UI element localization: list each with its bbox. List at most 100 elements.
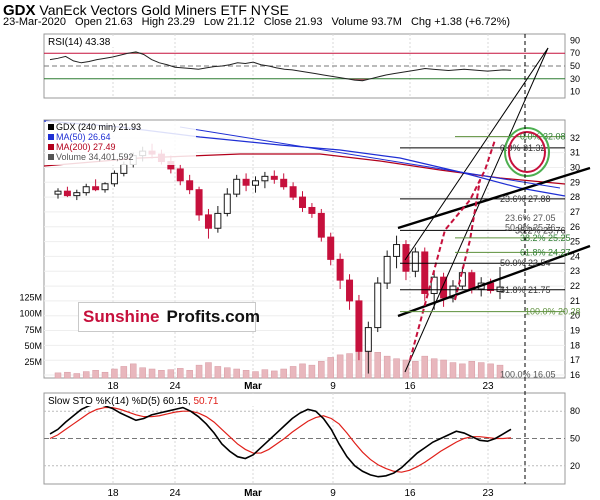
candle-body — [73, 192, 81, 197]
instrument-name: VanEck Vectors Gold Miners ETF — [39, 2, 247, 18]
candle-body — [364, 327, 372, 352]
exchange: NYSE — [250, 2, 289, 18]
price-y-tick-label: 17 — [570, 355, 580, 365]
candle-body — [176, 168, 184, 182]
volume-y-tick-label: 100M — [19, 309, 42, 319]
sto-d-value: 50.71 — [193, 396, 218, 407]
quote-line: 23-Mar-2020 Open 21.63 High 23.29 Low 21… — [3, 16, 510, 28]
candle-body — [317, 212, 325, 238]
fibonacci-label: 50.0% 23.54 — [500, 258, 551, 268]
candle-body — [458, 272, 466, 287]
candle-body — [54, 190, 62, 195]
legend-swatch — [48, 124, 54, 130]
open-value: 21.63 — [105, 16, 133, 28]
sto-y-tick-label: 20 — [570, 461, 580, 471]
sto-d-line — [49, 406, 512, 473]
price-x-tick-label: 16 — [404, 381, 416, 392]
candle-body — [327, 236, 335, 260]
volume-bar — [393, 358, 400, 379]
volume-bar — [252, 371, 259, 379]
lower-trendline — [397, 244, 591, 318]
volume-bar — [468, 361, 476, 379]
projection-arrow-1 — [409, 139, 496, 361]
volume-bar — [280, 368, 287, 379]
quote-date: 23-Mar-2020 — [3, 16, 66, 28]
volume-bar — [92, 370, 99, 379]
price-x-tick-label: 23 — [482, 381, 494, 392]
price-y-tick-label: 24 — [570, 251, 580, 261]
volume-bar — [54, 372, 62, 379]
volume-bar — [383, 355, 391, 379]
volume-bar — [111, 368, 118, 379]
volume-bar — [440, 359, 447, 379]
legend-entry: MA(200) 27.49 — [56, 142, 116, 152]
candle-body — [308, 206, 316, 214]
sto-x-tick-label: 24 — [169, 488, 181, 499]
rsi-line — [49, 51, 512, 82]
volume-bar — [271, 370, 278, 379]
candle-body — [204, 214, 212, 229]
candle-body — [421, 251, 429, 294]
fibonacci-label: 100.0% 20.28 — [525, 307, 581, 317]
price-y-tick-label: 32 — [570, 133, 580, 143]
volume-bar — [186, 370, 193, 379]
candle-body — [440, 276, 448, 299]
target-circle-inner — [508, 131, 546, 173]
candle-body — [101, 183, 109, 191]
price-x-tick-label: Mar — [244, 381, 262, 392]
symbol: GDX — [3, 2, 36, 19]
close-label: Close — [263, 16, 292, 28]
low-value: 21.12 — [227, 16, 255, 28]
volume-bar — [299, 363, 306, 379]
sto-k-line — [49, 403, 512, 478]
legend-swatch — [48, 134, 54, 140]
watermark-part1: Sunshine — [83, 307, 160, 326]
legend-swatch — [48, 144, 54, 150]
volume-bar — [477, 362, 485, 379]
candle-body — [468, 272, 476, 290]
fibonacci-label-green: 61.8% 24.27 — [520, 247, 571, 257]
volume-bar — [205, 362, 212, 379]
candle-body — [430, 276, 438, 294]
high-label: High — [141, 16, 165, 28]
projection-arrow-2 — [454, 179, 481, 301]
candle-body — [214, 212, 222, 229]
volume-bar — [167, 369, 175, 379]
candle-body — [120, 163, 128, 174]
volume-bar — [496, 364, 504, 379]
candle-body — [411, 251, 419, 272]
price-y-tick-label: 29 — [570, 177, 580, 187]
volume-bar — [101, 371, 109, 379]
volume-value: 93.7M — [371, 16, 402, 28]
volume-y-tick-label: 75M — [24, 325, 42, 335]
price-y-tick-label: 31 — [570, 148, 580, 158]
open-label: Open — [75, 16, 102, 28]
volume-bar — [421, 355, 429, 379]
watermark-part2: Profits.com — [166, 307, 261, 326]
price-y-tick-label: 21 — [570, 296, 580, 306]
sto-y-tick-label: 50 — [570, 434, 580, 444]
volume-bar — [487, 363, 494, 379]
downtrend-resistance-line — [179, 126, 561, 189]
volume-bar — [449, 362, 457, 379]
chart-title: GDX VanEck Vectors Gold Miners ETF NYSE — [3, 2, 289, 19]
volume-bar — [374, 352, 381, 379]
rsi-y-tick-label: 30 — [570, 74, 580, 84]
steep-resistance-line — [404, 47, 549, 261]
candle-body — [336, 258, 344, 281]
price-y-tick-label: 16 — [570, 370, 580, 380]
price-legend-bg — [46, 121, 196, 165]
candle-body — [110, 172, 118, 185]
legend-swatch — [48, 154, 54, 160]
rsi-y-tick-label: 50 — [570, 61, 580, 71]
fibonacci-label-green: 38.2% 25.25 — [520, 233, 571, 243]
volume-bar — [233, 368, 240, 379]
watermark-logo: Sunshine Profits.com — [78, 302, 260, 332]
fibonacci-label: 0.0% 31.32 — [500, 143, 546, 153]
price-y-tick-label: 19 — [570, 326, 580, 336]
high-value: 23.29 — [167, 16, 195, 28]
volume-bar — [308, 364, 316, 379]
fibonacci-label: 100.0% 16.05 — [500, 369, 556, 379]
candle-body — [299, 196, 307, 208]
chg-label: Chg — [410, 16, 432, 28]
